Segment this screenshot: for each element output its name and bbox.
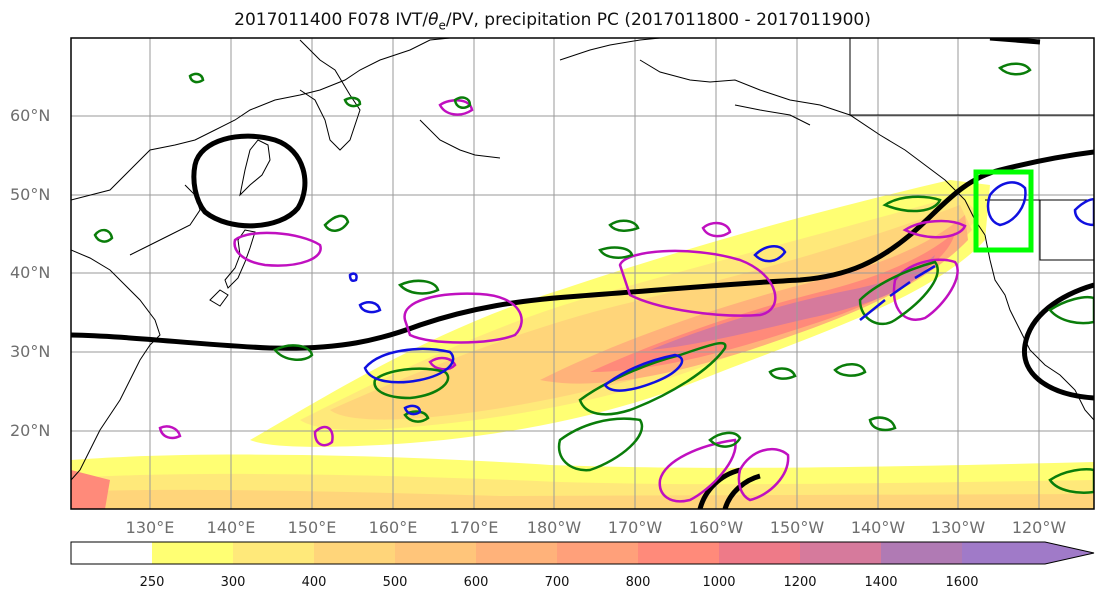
- lon-label: 130°E: [125, 518, 175, 537]
- lat-label: 30°N: [10, 342, 51, 361]
- colorbar-cell: [314, 542, 396, 564]
- colorbar-cell: [71, 542, 153, 564]
- map-title: 2017011400 F078 IVT/θe/PV, precipitation…: [234, 10, 871, 33]
- lon-label: 130°W: [930, 518, 986, 537]
- jet-axis: [71, 38, 1094, 509]
- colorbar-tick: 400: [301, 575, 327, 590]
- colorbar-tick: 1600: [945, 575, 979, 590]
- map-frame: [70, 37, 1095, 510]
- colorbar-tick: 800: [625, 575, 651, 590]
- lon-label: 140°E: [206, 518, 256, 537]
- colorbar-cell: [638, 542, 720, 564]
- colorbar-tick: 250: [139, 575, 165, 590]
- colorbar-tick: 700: [544, 575, 570, 590]
- lat-label: 40°N: [10, 263, 51, 282]
- colorbar-tick: 1000: [702, 575, 736, 590]
- lon-label: 140°W: [850, 518, 906, 537]
- theta-contours: [348, 181, 1094, 416]
- colorbar-tick: 300: [220, 575, 246, 590]
- colorbar-tick: 600: [463, 575, 489, 590]
- lon-label: 160°E: [368, 518, 418, 537]
- colorbar-cell: [800, 542, 882, 564]
- lon-label: 180°W: [526, 518, 582, 537]
- lon-label: 120°W: [1011, 518, 1067, 537]
- colorbar-cell: [233, 542, 315, 564]
- lat-label: 20°N: [10, 421, 51, 440]
- colorbar-cell: [557, 542, 639, 564]
- colorbar-cell: [881, 542, 963, 564]
- pv-contours: [158, 99, 967, 503]
- lat-label: 50°N: [10, 185, 51, 204]
- lat-label: 60°N: [10, 106, 51, 125]
- colorbar-cell: [719, 542, 801, 564]
- colorbar-cell: [962, 542, 1094, 564]
- lon-label: 170°W: [607, 518, 663, 537]
- colorbar-cell: [152, 542, 234, 564]
- lon-label: 150°E: [287, 518, 337, 537]
- colorbar-tick: 500: [382, 575, 408, 590]
- ivt-shading: [71, 180, 1094, 509]
- colorbar-cell: [395, 542, 477, 564]
- region-box: [973, 169, 1034, 253]
- lon-label: 160°W: [688, 518, 744, 537]
- lon-label: 150°W: [769, 518, 825, 537]
- colorbar-cell: [476, 542, 558, 564]
- colorbar-tick: 1400: [864, 575, 898, 590]
- lon-label: 170°E: [449, 518, 499, 537]
- precip-contours: [93, 62, 1094, 494]
- colorbar-tick: 1200: [783, 575, 817, 590]
